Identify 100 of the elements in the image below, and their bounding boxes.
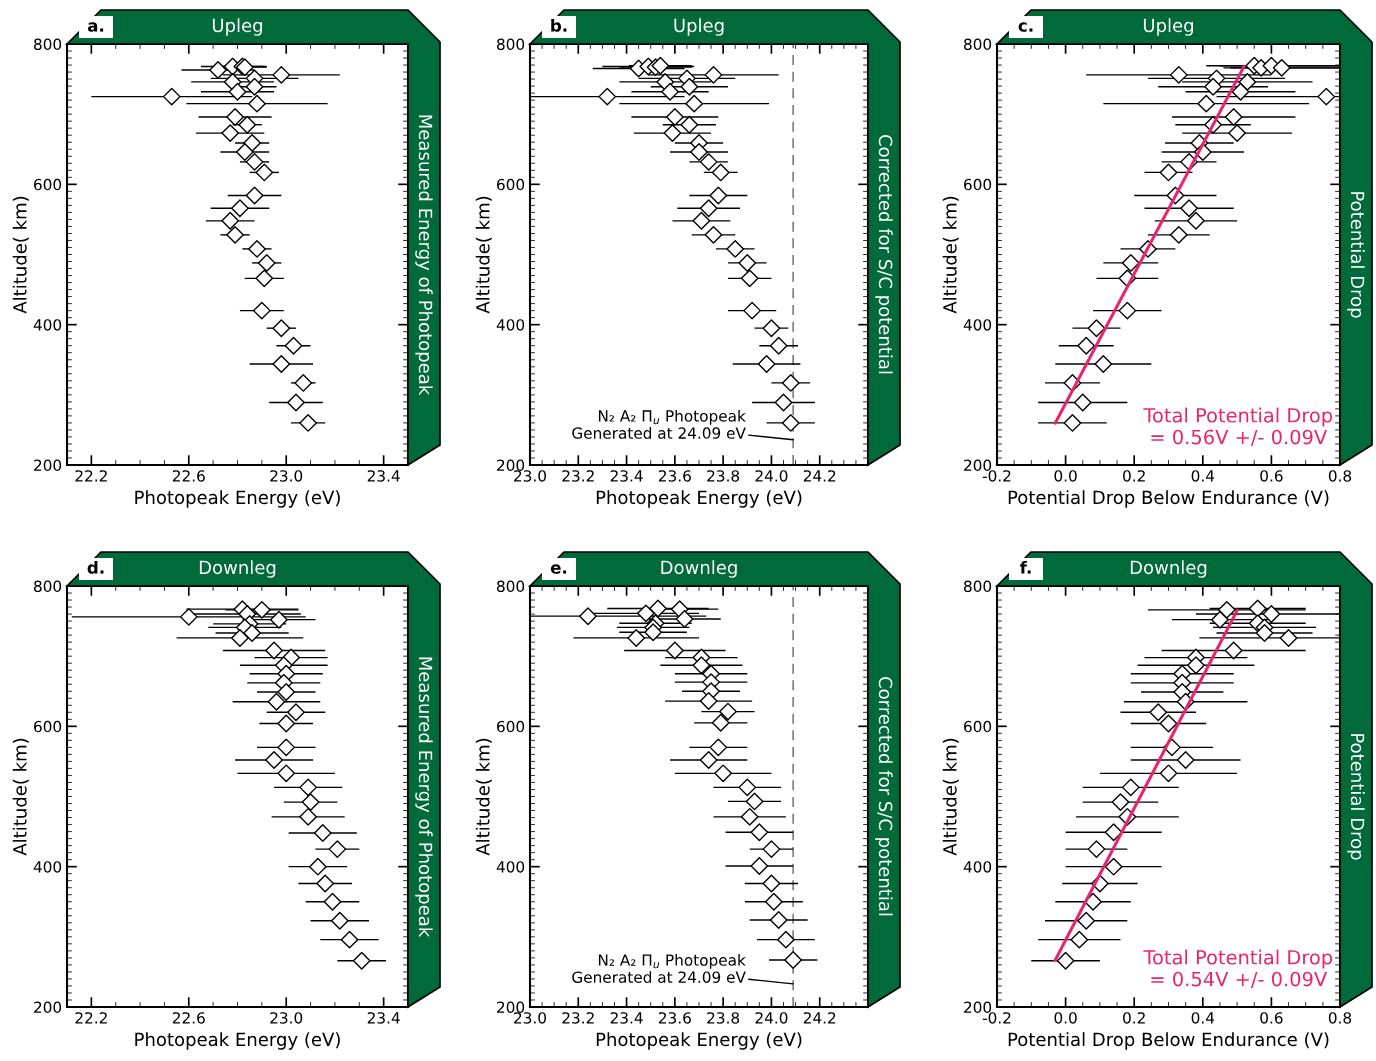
point	[1279, 629, 1298, 647]
point	[649, 599, 667, 618]
y2-axis-title: Measured Energy of Photopeak	[415, 115, 433, 396]
y-tick-label: 400	[496, 319, 525, 331]
y-tick-label: 400	[33, 319, 62, 331]
chart-subtitle: b.	[551, 18, 567, 32]
point	[740, 807, 759, 826]
point	[719, 702, 737, 721]
point	[316, 874, 335, 893]
point	[762, 874, 781, 893]
annotation: N₂ A₂ Π$_{u}$ Photopeak Generated at 24.09 eV	[572, 409, 746, 439]
point	[692, 656, 711, 675]
x-tick-label: 0.2	[1123, 1012, 1145, 1024]
chart-subtitle: c.	[1018, 22, 1033, 32]
y-tick-label: 600	[34, 720, 62, 733]
point	[1077, 336, 1096, 355]
point	[238, 115, 257, 134]
y-axis-title: Altitude( km)	[475, 738, 492, 856]
point	[1169, 65, 1188, 84]
point	[1087, 840, 1106, 859]
x-axis-title: Potential Drop Below Endurance (V)	[1008, 1032, 1329, 1050]
point	[680, 77, 699, 96]
point	[340, 930, 359, 949]
point	[257, 254, 276, 272]
y2-axis-title: Corrected for S/C potential	[875, 135, 893, 374]
point	[294, 373, 313, 392]
point	[680, 115, 699, 134]
point	[299, 413, 318, 432]
y2-axis-title: Corrected for S/C potential	[875, 677, 893, 916]
point	[750, 857, 769, 875]
y-tick-label: 600	[497, 720, 525, 733]
x-tick-label: 23.0	[270, 1012, 303, 1024]
point	[277, 714, 296, 733]
x-tick-label: -0.2	[982, 1012, 1011, 1024]
point	[726, 239, 745, 258]
point	[762, 319, 781, 338]
x-tick-label: 0.2	[1123, 470, 1145, 482]
y-tick-label: 600	[964, 720, 992, 733]
point	[231, 199, 249, 218]
x-tick-label: 23.4	[367, 470, 400, 482]
point	[627, 629, 646, 647]
point	[255, 269, 274, 288]
x-tick-label: 23.4	[610, 470, 643, 482]
point	[781, 413, 800, 432]
point	[757, 355, 776, 373]
x-tick-label: 0.0	[1054, 470, 1077, 482]
point	[1187, 656, 1205, 675]
point	[745, 792, 764, 811]
annotation: Total Potential Drop = 0.54V +/- 0.09V	[1143, 949, 1333, 988]
point	[269, 610, 288, 629]
point	[1063, 413, 1082, 432]
point	[738, 254, 757, 272]
x-tick-label: 22.6	[172, 470, 205, 482]
x-tick-label: 24.0	[755, 470, 788, 482]
point	[265, 751, 283, 769]
point	[1176, 751, 1195, 769]
point	[243, 624, 262, 642]
point	[1228, 124, 1247, 143]
point	[692, 211, 711, 230]
point	[228, 82, 247, 101]
point	[265, 641, 283, 660]
x-tick-label: 23.0	[514, 470, 546, 482]
point	[1121, 778, 1140, 797]
point	[1104, 823, 1123, 842]
point	[675, 610, 694, 628]
point	[1169, 225, 1188, 244]
chart-subtitle: d.	[87, 560, 104, 574]
point	[226, 225, 244, 244]
x-tick-label: 23.0	[270, 470, 303, 482]
x-tick-label: 0.0	[1054, 1012, 1077, 1024]
x-tick-label: 23.4	[610, 1012, 643, 1024]
point	[740, 269, 759, 288]
x-tick-label: 0.6	[1260, 470, 1283, 482]
point	[1231, 82, 1250, 101]
y-tick-label: 200	[34, 459, 62, 472]
point	[1317, 87, 1336, 106]
point	[267, 692, 286, 711]
point	[579, 607, 597, 626]
point	[1070, 930, 1089, 949]
point	[252, 600, 271, 619]
point	[1262, 605, 1281, 623]
x-tick-label: -0.2	[982, 470, 1011, 482]
x-tick-label: 23.0	[514, 1012, 546, 1024]
x-tick-label: 23.4	[367, 1012, 400, 1024]
point	[699, 152, 718, 171]
point	[750, 823, 769, 842]
point	[743, 301, 762, 320]
point	[226, 108, 244, 126]
y-tick-label: 600	[497, 178, 525, 191]
point	[245, 186, 264, 205]
x-tick-label: 23.6	[658, 1012, 691, 1024]
y-axis-title: Altitude( km)	[475, 196, 492, 314]
point	[328, 840, 347, 859]
x-tick-label: 22.6	[172, 1012, 205, 1024]
chart-title: Upleg	[1143, 18, 1193, 36]
chart-subtitle: f.	[1019, 560, 1031, 574]
point	[231, 629, 249, 647]
point	[1211, 610, 1229, 629]
point	[248, 94, 266, 113]
x-axis-title: Photopeak Energy (eV)	[596, 1032, 802, 1050]
